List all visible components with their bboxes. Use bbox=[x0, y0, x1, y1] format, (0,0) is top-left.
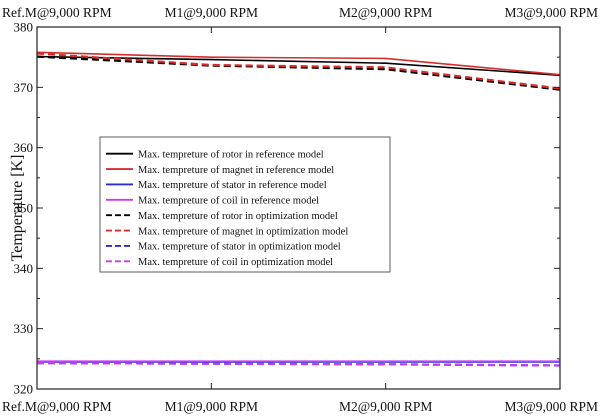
legend-label: Max. tempreture of stator in optimizatio… bbox=[138, 242, 341, 253]
x-top-category-label: M3@9,000 RPM bbox=[505, 5, 598, 20]
x-bottom-category-label: Ref.M@9,000 RPM bbox=[2, 399, 112, 414]
series-line-1 bbox=[36, 55, 561, 77]
axis-ticks bbox=[36, 26, 561, 390]
legend-label: Max. tempreture of magnet in reference m… bbox=[138, 165, 334, 176]
legend-items: Max. tempreture of rotor in reference mo… bbox=[106, 149, 348, 268]
y-tick-label: 330 bbox=[14, 321, 34, 336]
bottom-category-labels: Ref.M@9,000 RPM M1@9,000 RPM M2@9,000 RPM M… bbox=[2, 399, 598, 414]
series-line-2 bbox=[36, 51, 561, 76]
legend-label: Max. tempreture of rotor in optimization… bbox=[138, 211, 338, 222]
legend-label: Max. tempreture of stator in reference m… bbox=[138, 180, 327, 191]
y-tick-label: 320 bbox=[14, 382, 34, 397]
y-tick-label: 380 bbox=[14, 20, 34, 35]
plot-lines bbox=[36, 51, 561, 367]
series-line-8 bbox=[36, 362, 561, 367]
x-bottom-category-label: M3@9,000 RPM bbox=[505, 399, 598, 414]
y-tick-labels: 320 330 340 350 360 370 380 bbox=[14, 20, 34, 397]
legend-box bbox=[99, 136, 391, 273]
legend-label: Max. tempreture of magnet in optimizatio… bbox=[138, 226, 348, 237]
x-top-category-label: M1@9,000 RPM bbox=[165, 5, 258, 20]
series-line-6 bbox=[36, 52, 561, 90]
legend-label: Max. tempreture of coil in optimization … bbox=[138, 257, 333, 268]
y-tick-label: 350 bbox=[14, 201, 34, 216]
x-top-category-label: Ref.M@9,000 RPM bbox=[2, 5, 112, 20]
y-tick-label: 340 bbox=[14, 261, 34, 276]
y-axis-title: Temperature [K] bbox=[9, 155, 26, 262]
legend: Max. tempreture of rotor in reference mo… bbox=[99, 136, 391, 273]
legend-label: Max. tempreture of coil in reference mod… bbox=[138, 196, 319, 207]
x-bottom-category-label: M1@9,000 RPM bbox=[165, 399, 258, 414]
top-category-labels: Ref.M@9,000 RPM M1@9,000 RPM M2@9,000 RPM M… bbox=[2, 5, 598, 20]
legend-label: Max. tempreture of rotor in reference mo… bbox=[138, 149, 324, 160]
y-tick-label: 370 bbox=[14, 80, 34, 95]
y-tick-label: 360 bbox=[14, 140, 34, 155]
x-bottom-category-label: M2@9,000 RPM bbox=[339, 399, 432, 414]
x-top-category-label: M2@9,000 RPM bbox=[339, 5, 432, 20]
